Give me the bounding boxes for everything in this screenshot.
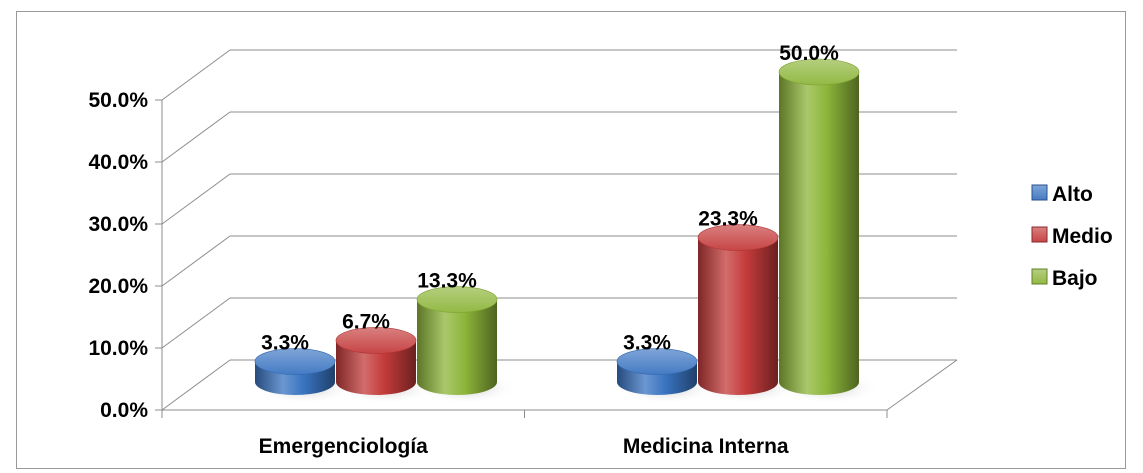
legend-item-medio: Medio — [1031, 225, 1113, 248]
bar-alto-1 — [254, 348, 336, 395]
y-tick-label: 50.0% — [88, 89, 148, 112]
data-label: 23.3% — [698, 208, 758, 231]
bar-body — [698, 237, 778, 395]
axis-layer: 0.0% 10.0% 20.0% 30.0% 40.0% 50.0% Emergenciol… — [88, 89, 958, 458]
bar-top — [616, 348, 698, 375]
x-category-label: Emergenciología — [259, 435, 429, 458]
bar-top — [254, 348, 336, 375]
bar-layer — [254, 58, 879, 404]
legend-layer: Alto Medio Bajo — [1031, 183, 1113, 290]
data-label: 3.3% — [261, 332, 309, 355]
bar-top — [697, 224, 779, 251]
legend-label: Medio — [1052, 225, 1113, 248]
bar-top — [778, 58, 860, 86]
bar-bajo-2 — [778, 58, 860, 395]
data-label: 3.3% — [623, 332, 671, 355]
gridline-diagonal — [161, 49, 231, 101]
chart-frame — [16, 11, 1126, 469]
floor-right-edge — [886, 359, 958, 411]
legend-swatch — [1031, 184, 1048, 201]
legend-item-bajo: Bajo — [1031, 267, 1098, 290]
y-tick-label: 20.0% — [88, 275, 148, 298]
bar-top — [335, 327, 417, 354]
bar-top — [416, 286, 498, 313]
bar-medio-2 — [697, 224, 779, 395]
bar-medio-1 — [335, 327, 417, 395]
bar-body — [336, 340, 416, 395]
y-tick-label: 30.0% — [88, 213, 148, 236]
legend-label: Bajo — [1052, 267, 1098, 290]
y-tick-label: 0.0% — [100, 399, 148, 422]
bar-body — [779, 72, 859, 395]
label-layer: 3.3% 6.7% 13.3% 3.3% 23.3% 50.0% — [261, 42, 839, 355]
y-tick-label: 10.0% — [88, 337, 148, 360]
x-category-label: Medicina Interna — [623, 435, 789, 458]
gridline-diagonal — [161, 235, 231, 287]
legend-label: Alto — [1052, 183, 1093, 206]
y-tick-label: 40.0% — [88, 151, 148, 174]
data-label: 13.3% — [417, 270, 477, 293]
gridline-diagonal — [161, 297, 231, 349]
data-label: 6.7% — [342, 310, 390, 333]
data-label: 50.0% — [779, 42, 839, 65]
gridline-diagonal — [161, 173, 231, 225]
bar-body — [417, 299, 497, 395]
gridline-diagonal — [161, 359, 231, 411]
legend-item-alto: Alto — [1031, 183, 1093, 206]
gridline-diagonal — [161, 111, 231, 163]
bar-alto-2 — [616, 348, 698, 395]
legend-swatch — [1031, 268, 1048, 285]
bar-bajo-1 — [416, 286, 498, 395]
legend-swatch — [1031, 226, 1048, 243]
